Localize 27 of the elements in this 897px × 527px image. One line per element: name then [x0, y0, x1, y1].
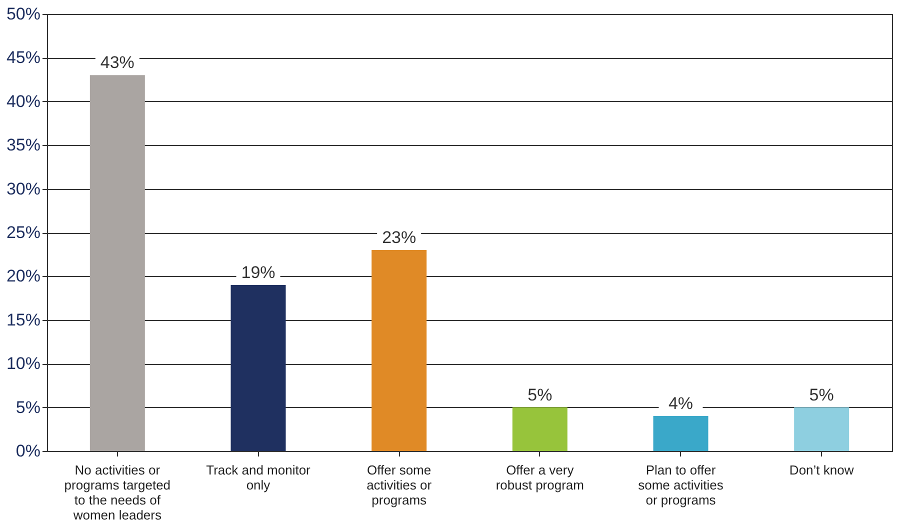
x-tick-label: Don’t know	[789, 462, 854, 478]
data-label: 23%	[382, 228, 416, 247]
y-tick-label: 50%	[6, 4, 40, 24]
bar	[90, 75, 145, 451]
x-tick-label: No activities or programs targeted to the needs of women leaders	[64, 462, 171, 522]
y-tick-label: 40%	[6, 92, 40, 111]
data-label: 4%	[668, 394, 694, 414]
x-tick-label: Offer a very robust program	[496, 462, 584, 492]
y-tick-label: 25%	[6, 223, 40, 242]
bar	[653, 416, 708, 451]
bar	[372, 250, 427, 451]
y-tick-label: 30%	[6, 179, 40, 198]
y-tick-label: 20%	[6, 266, 40, 286]
y-tick-label: 5%	[16, 398, 40, 417]
x-tick-label: Offer some activities or programs	[366, 462, 432, 508]
data-label: 5%	[809, 385, 834, 404]
y-tick-label: 0%	[16, 442, 40, 460]
y-tick-label: 10%	[6, 354, 40, 374]
data-label: 5%	[528, 385, 552, 404]
bar	[230, 284, 286, 451]
y-tick-label: 45%	[6, 48, 40, 68]
x-tick-label: Plan to offer some activities or programs	[638, 462, 724, 508]
y-tick-label: 15%	[6, 310, 40, 330]
data-label: 43%	[100, 53, 134, 72]
data-label: 19%	[241, 262, 276, 282]
y-tick-label: 35%	[6, 136, 40, 155]
x-tick-label: Track and monitor only	[206, 462, 312, 492]
